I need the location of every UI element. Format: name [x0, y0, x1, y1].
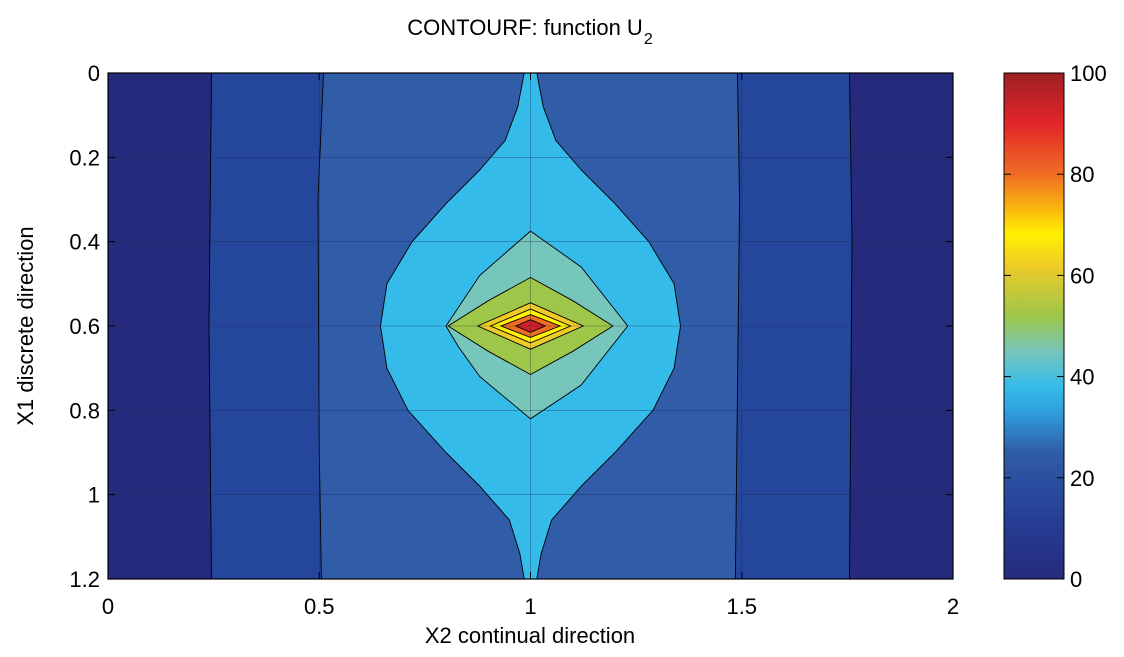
grid-lines — [108, 73, 953, 579]
colorbar-tick-label: 40 — [1070, 365, 1094, 390]
x-tick-label: 1.5 — [726, 594, 757, 619]
x-tick-label: 1 — [524, 594, 536, 619]
y-tick-label: 1.2 — [69, 567, 100, 592]
y-tick-label: 0.4 — [69, 230, 100, 255]
x-tick-label: 0 — [102, 594, 114, 619]
colorbar: 0 20 40 60 80 100 — [1003, 61, 1107, 592]
colorbar-tick-label: 100 — [1070, 61, 1107, 86]
plot-area: 0 0.5 1 1.5 2 0 0.2 0.4 0.6 0.8 1 1.2 — [69, 61, 959, 619]
chart-title-subscript: 2 — [644, 31, 653, 48]
chart-title: CONTOURF: function U2 — [407, 15, 653, 48]
y-tick-label: 0.2 — [69, 145, 100, 170]
y-axis-label: X1 discrete direction — [13, 226, 38, 425]
colorbar-tick-label: 60 — [1070, 263, 1094, 288]
colorbar-gradient — [1003, 72, 1065, 580]
x-axis-label: X2 continual direction — [425, 623, 635, 648]
y-tick-label: 1 — [88, 483, 100, 508]
x-axis-ticks: 0 0.5 1 1.5 2 — [102, 73, 959, 619]
x-tick-label: 0.5 — [304, 594, 335, 619]
x-tick-label: 2 — [947, 594, 959, 619]
colorbar-tick-label: 0 — [1070, 567, 1082, 592]
colorbar-tick-label: 80 — [1070, 162, 1094, 187]
y-tick-label: 0 — [88, 61, 100, 86]
y-axis-ticks: 0 0.2 0.4 0.6 0.8 1 1.2 — [69, 61, 953, 592]
colorbar-tick-label: 20 — [1070, 466, 1094, 491]
colorbar-ticks: 0 20 40 60 80 100 — [1004, 61, 1107, 592]
y-tick-label: 0.8 — [69, 398, 100, 423]
y-tick-label: 0.6 — [69, 314, 100, 339]
